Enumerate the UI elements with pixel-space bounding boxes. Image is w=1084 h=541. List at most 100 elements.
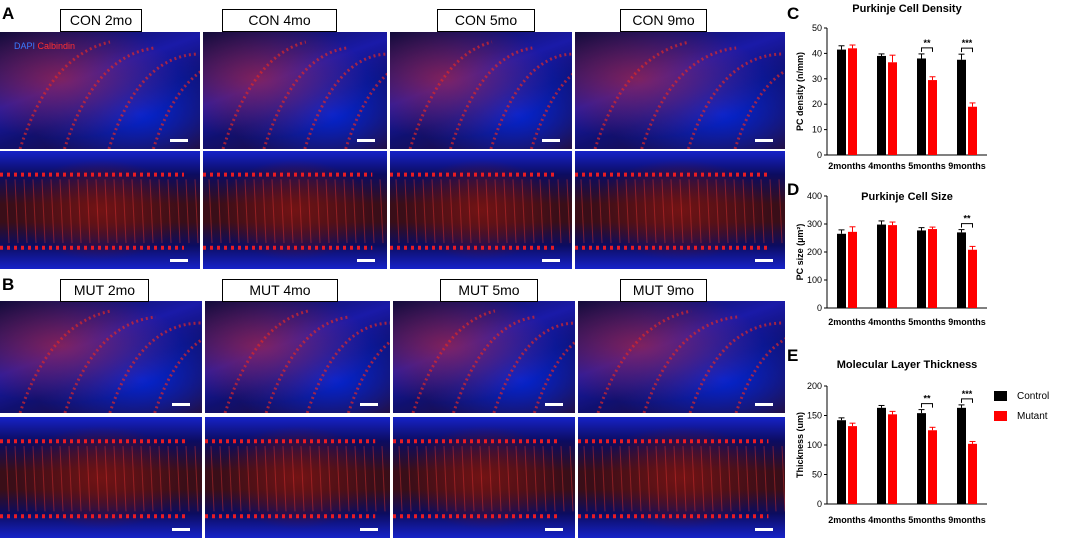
micrograph-con-3-highmag [390,151,572,269]
x-tick-label: 4months [868,161,906,171]
y-axis-label: PC density (n/mm) [795,52,805,131]
scale-bar [172,403,190,406]
legend-mutant: Mutant [994,406,1049,426]
bar-control-4months [877,55,886,155]
bar-control-9months [957,232,966,308]
y-tick-label: 150 [807,411,822,421]
chart-title: Purkinje Cell Density [852,3,962,15]
bar-mutant-5months [928,229,937,308]
y-tick-label: 0 [817,150,822,160]
scale-bar [755,139,773,142]
significance-bracket [921,47,933,52]
significance-bracket [961,47,973,53]
micrograph-mut-4-lowmag [578,301,785,413]
scale-bar [755,403,773,406]
y-tick-label: 100 [807,275,822,285]
x-tick-label: 4months [868,317,906,327]
x-tick-label: 5months [908,317,946,327]
micrograph-mut-2-lowmag [205,301,390,413]
micrograph-mut-1-highmag [0,417,202,538]
calbindin-label: Calbindin [37,41,76,51]
legend-control-label: Control [1017,390,1050,402]
bar-control-5months [917,58,926,156]
x-tick-label: 9months [948,515,986,525]
significance-bracket [921,403,933,408]
dapi-label: DAPI [14,41,36,51]
micrograph-con-1-highmag [0,151,200,269]
scale-bar [545,403,563,406]
y-tick-label: 0 [817,499,822,509]
bar-control-2months [837,49,846,156]
bar-mutant-9months [968,443,977,504]
micrograph-label-con-3: CON 5mo [437,9,535,32]
significance-label: *** [962,389,973,399]
y-axis-label: PC size (µm²) [795,224,805,281]
scale-bar [170,259,188,262]
scale-bar [357,259,375,262]
micrograph-label-con-2: CON 4mo [222,9,337,32]
micrograph-mut-3-highmag [393,417,575,538]
chart-legend: Control Mutant [994,386,1049,426]
purkinje-cell-size-chart: Purkinje Cell Size PC size (µm²) 0 100 200 30… [795,191,987,327]
x-tick-label: 9months [948,161,986,171]
bar-control-2months [837,233,846,308]
micrograph-label-mut-2: MUT 4mo [222,279,338,302]
micrograph-con-2-lowmag [203,32,387,149]
y-tick-label: 20 [812,99,822,109]
bar-control-5months [917,230,926,308]
scale-bar [357,139,375,142]
micrograph-label-mut-4: MUT 9mo [620,279,707,302]
micrograph-con-2-highmag [203,151,387,269]
scale-bar [545,528,563,531]
purkinje-cell-density-chart: Purkinje Cell Density PC density (n/mm) 0 1… [795,3,987,171]
scale-bar [172,528,190,531]
significance-bracket [961,223,973,228]
micrograph-mut-2-highmag [205,417,390,538]
bar-mutant-2months [848,426,857,504]
micrograph-mut-3-lowmag [393,301,575,413]
scale-bar [755,528,773,531]
micrograph-label-con-1: CON 2mo [60,9,142,32]
x-tick-label: 9months [948,317,986,327]
legend-mutant-swatch [994,411,1007,421]
micrograph-con-4-highmag [575,151,785,269]
bar-mutant-2months [848,48,857,155]
bar-mutant-5months [928,80,937,155]
panel-letter-e: E [787,346,799,365]
y-tick-label: 200 [807,247,822,257]
panel-letter-a: A [2,4,15,23]
bar-control-2months [837,420,846,504]
x-tick-label: 2months [828,317,866,327]
bar-control-9months [957,407,966,504]
bar-mutant-4months [888,225,897,308]
bar-control-5months [917,413,926,504]
micrograph-mut-1-lowmag [0,301,202,413]
bar-control-4months [877,224,886,308]
molecular-layer-thickness-chart: Molecular Layer Thickness Thickness (um) 0… [795,359,987,525]
y-tick-label: 50 [812,470,822,480]
micrograph-mut-4-highmag [578,417,785,538]
scale-bar [542,139,560,142]
y-tick-label: 400 [807,191,822,201]
bar-mutant-4months [888,414,897,504]
y-tick-label: 0 [817,303,822,313]
bar-mutant-4months [888,62,897,155]
micrograph-label-mut-1: MUT 2mo [60,279,149,302]
scale-bar [755,259,773,262]
micrograph-con-1-lowmag [0,32,200,149]
micrograph-con-4-lowmag [575,32,785,149]
micrograph-con-3-lowmag [390,32,572,149]
bar-mutant-5months [928,430,937,504]
panel-letter-c: C [787,4,800,23]
scale-bar [360,403,378,406]
bar-mutant-2months [848,231,857,308]
micrograph-label-con-4: CON 9mo [620,9,707,32]
panel-letter-b: B [2,275,15,294]
y-tick-label: 40 [812,48,822,58]
bar-mutant-9months [968,106,977,155]
micrograph-label-mut-3: MUT 5mo [440,279,538,302]
legend-control-swatch [994,391,1007,401]
scale-bar [542,259,560,262]
chart-title: Molecular Layer Thickness [837,359,978,371]
y-tick-label: 300 [807,219,822,229]
